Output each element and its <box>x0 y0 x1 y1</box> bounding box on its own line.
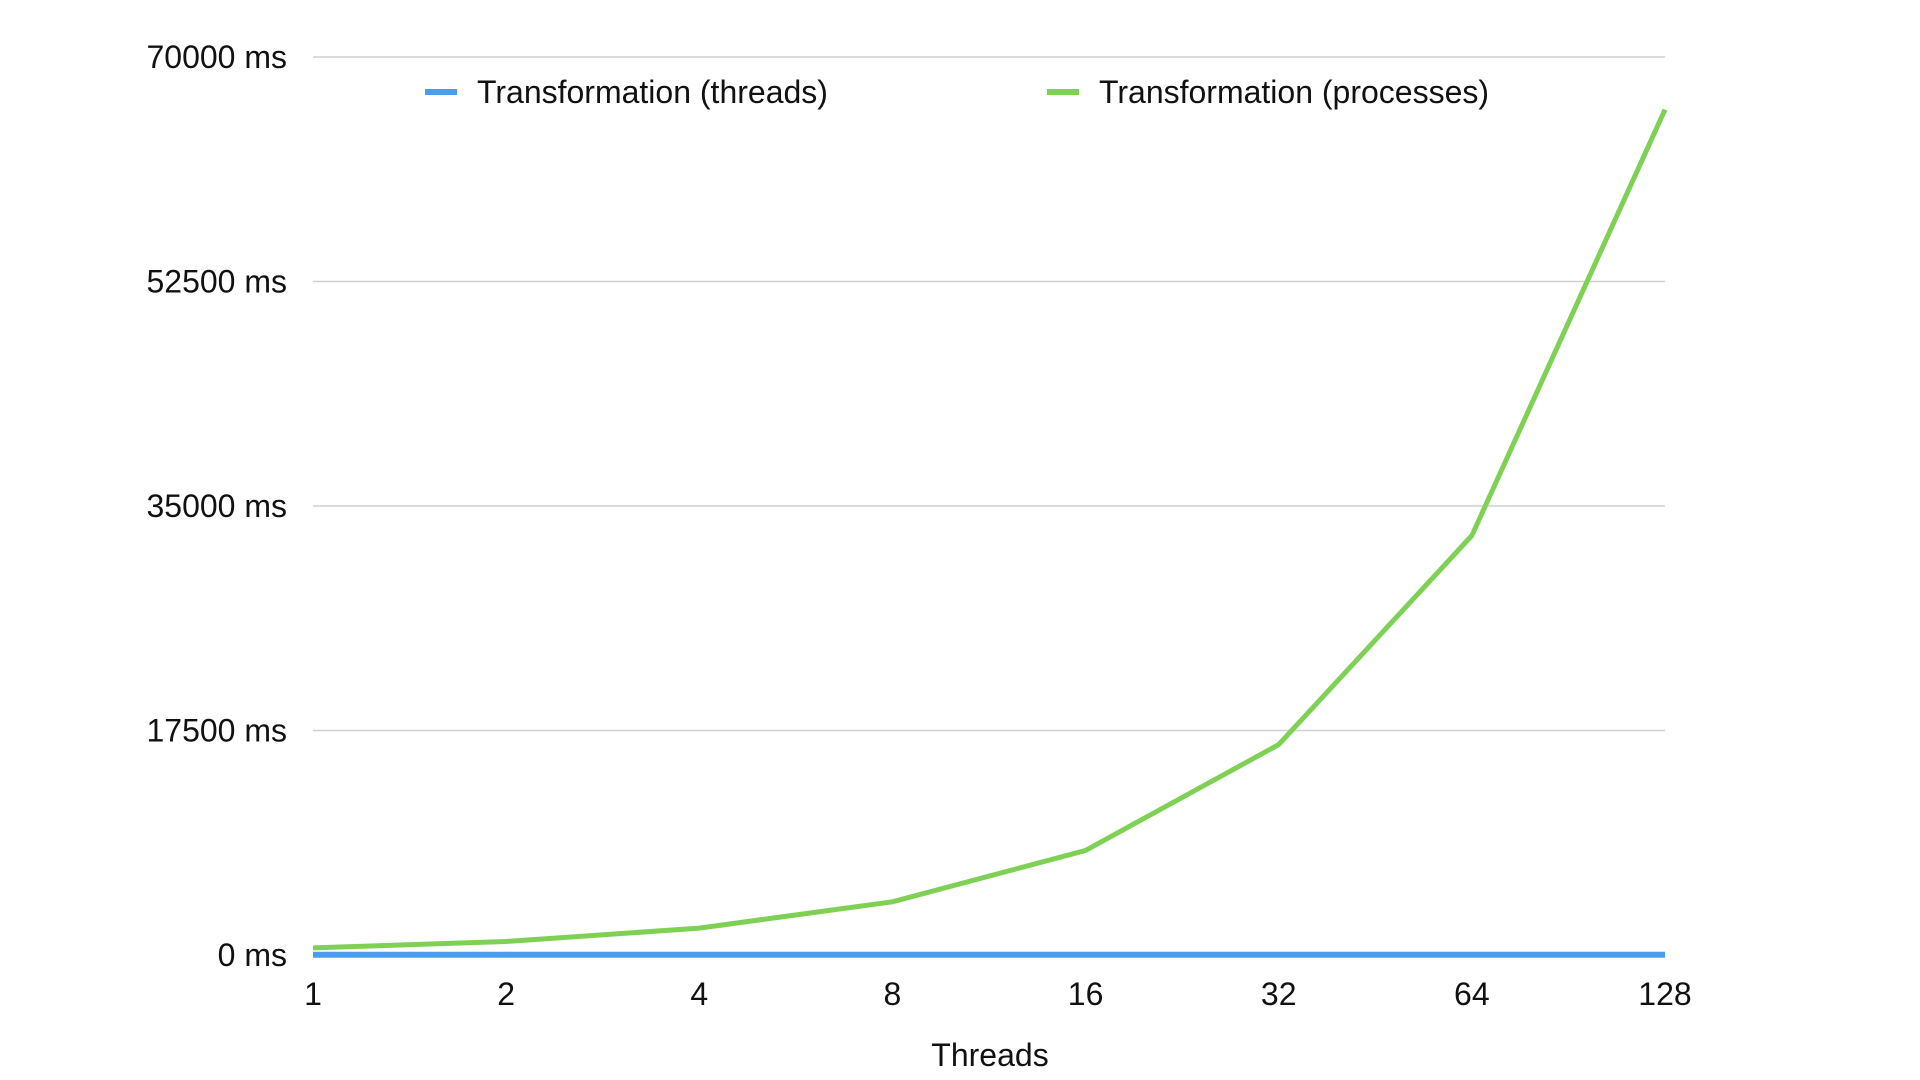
series-line-processes <box>312 108 1668 951</box>
x-tick-label: 2 <box>497 976 515 1012</box>
x-tick-label: 32 <box>1261 976 1297 1012</box>
y-tick-label: 70000 ms <box>146 39 287 75</box>
series-layer <box>312 108 1668 958</box>
x-axis-title: Threads <box>931 1037 1048 1073</box>
legend-label-processes: Transformation (processes) <box>1099 74 1489 110</box>
x-axis-ticks: 1 2 4 8 16 32 64 128 <box>304 976 1692 1012</box>
y-tick-label: 52500 ms <box>146 264 287 300</box>
y-tick-label: 35000 ms <box>146 488 287 524</box>
y-tick-label: 17500 ms <box>146 713 287 749</box>
x-tick-label: 64 <box>1454 976 1490 1012</box>
grid-layer <box>313 56 1665 732</box>
x-tick-label: 16 <box>1068 976 1104 1012</box>
x-tick-label: 4 <box>690 976 708 1012</box>
legend-label-threads: Transformation (threads) <box>477 74 828 110</box>
legend: Transformation (threads) Transformation … <box>425 74 1489 110</box>
x-tick-label: 1 <box>304 976 322 1012</box>
x-tick-label: 8 <box>884 976 902 1012</box>
x-tick-label: 128 <box>1638 976 1691 1012</box>
y-axis-ticks: 0 ms 17500 ms 35000 ms 52500 ms 70000 ms <box>146 39 287 973</box>
y-tick-label: 0 ms <box>218 937 287 973</box>
